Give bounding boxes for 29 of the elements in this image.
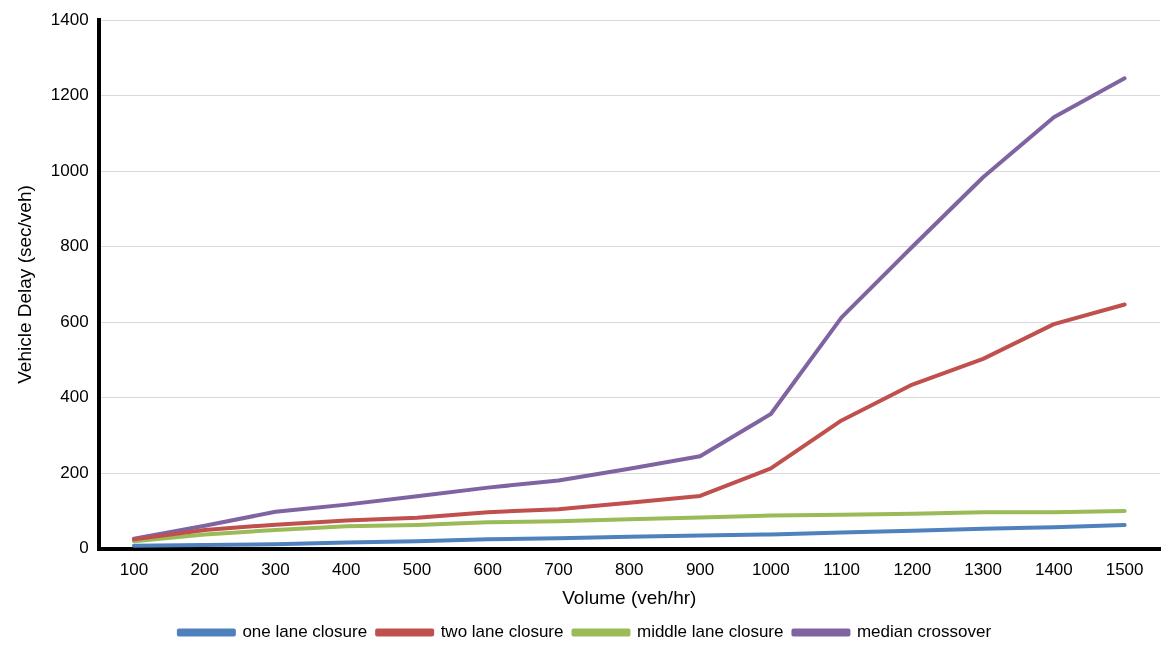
x-tick-label: 1000 xyxy=(751,559,790,579)
x-tick-label: 500 xyxy=(402,559,432,579)
y-tick-label: 1200 xyxy=(50,85,89,105)
legend-label: one lane closure xyxy=(242,622,368,642)
x-tick-label: 400 xyxy=(332,559,361,579)
legend-label: two lane closure xyxy=(440,622,564,642)
y-tick-label: 1000 xyxy=(50,160,89,180)
x-tick-label: 600 xyxy=(473,559,502,579)
x-tick-label: 1100 xyxy=(823,559,860,579)
legend-label: median crossover xyxy=(856,622,992,642)
x-tick-label: 1200 xyxy=(893,559,932,579)
y-axis-title: Vehicle Delay (sec/veh) xyxy=(13,185,35,384)
x-tick-label: 1400 xyxy=(1034,559,1073,579)
y-tick-label: 200 xyxy=(60,462,89,482)
x-tick-label: 1300 xyxy=(964,559,1003,579)
x-tick-label: 100 xyxy=(119,559,149,579)
x-tick-label: 900 xyxy=(685,559,715,579)
y-tick-label: 800 xyxy=(60,236,89,256)
y-tick-label: 600 xyxy=(60,311,89,331)
x-tick-label: 300 xyxy=(261,559,290,579)
x-tick-label: 700 xyxy=(544,559,573,579)
legend-label: middle lane closure xyxy=(636,622,784,642)
x-tick-label: 800 xyxy=(615,559,644,579)
y-tick-label: 1400 xyxy=(50,9,89,29)
y-tick-label: 400 xyxy=(60,387,89,407)
x-tick-label: 1500 xyxy=(1105,559,1144,579)
x-axis-title: Volume (veh/hr) xyxy=(562,586,697,608)
x-tick-label: 200 xyxy=(190,559,219,579)
y-tick-label: 0 xyxy=(79,538,89,558)
